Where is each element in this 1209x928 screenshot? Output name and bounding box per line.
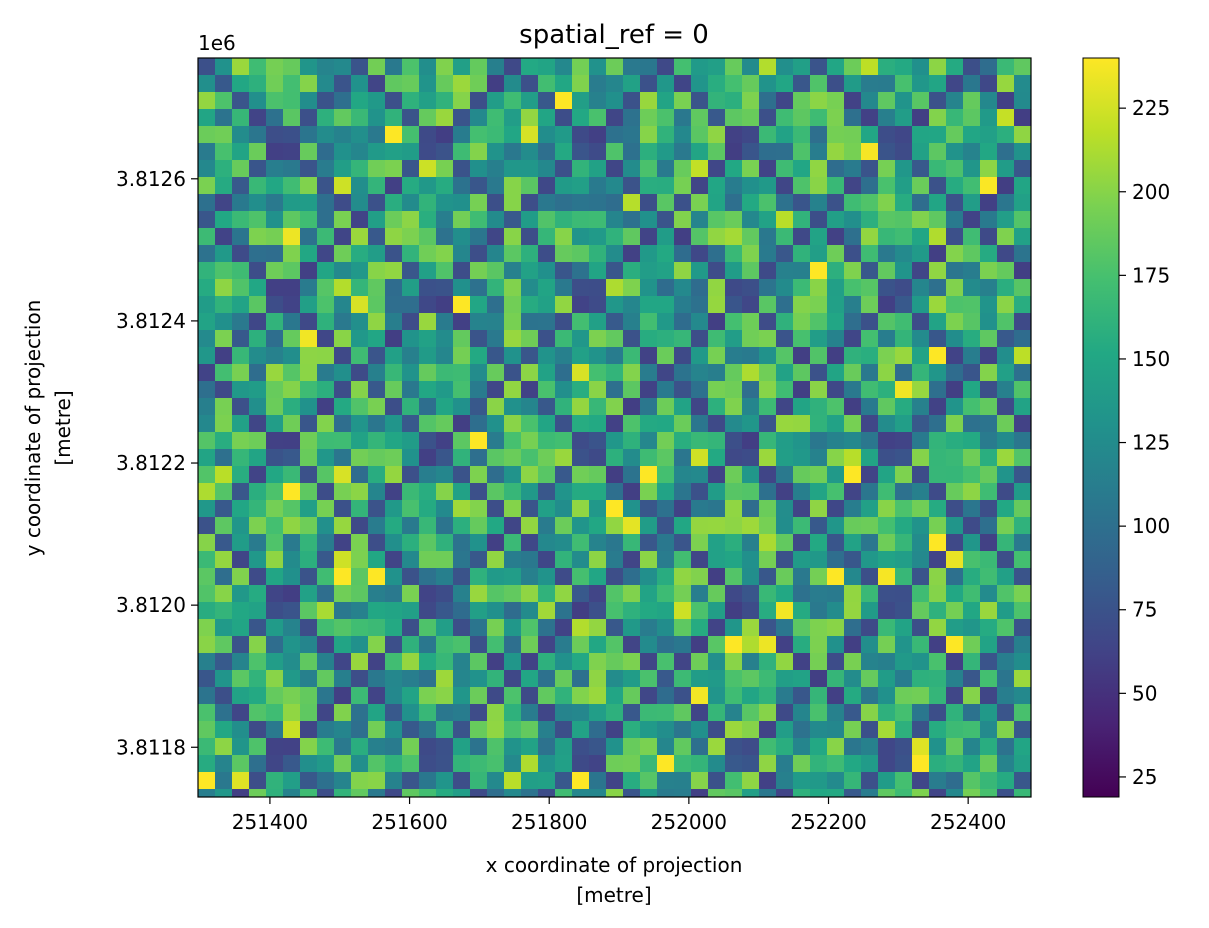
- colorbar-tick-label: 50: [1132, 681, 1157, 705]
- colorbar-tick-label: 200: [1132, 180, 1170, 204]
- chart-title: spatial_ref = 0: [519, 20, 709, 50]
- colorbar-tick-label: 225: [1132, 96, 1170, 120]
- x-axis: 251400 251600 251800 252000 252200 252400: [232, 797, 1006, 834]
- x-tick-label: 252200: [790, 810, 866, 834]
- x-tick-label: 251600: [371, 810, 447, 834]
- colorbar-tick-label: 150: [1132, 347, 1170, 371]
- y-axis-label: y coordinate of projection: [21, 300, 45, 557]
- y-tick-label: 3.8124: [116, 309, 186, 333]
- y-tick-label: 3.8122: [116, 451, 186, 475]
- x-tick-label: 252000: [651, 810, 727, 834]
- y-tick-label: 3.8126: [116, 167, 186, 191]
- x-tick-label: 251400: [232, 810, 308, 834]
- y-axis-offset-text: 1e6: [198, 31, 236, 55]
- x-tick-label: 251800: [511, 810, 587, 834]
- y-tick-label: 3.8120: [116, 593, 186, 617]
- colorbar-axis: 25 50 75 100 125 150 175 200 225: [1119, 96, 1170, 789]
- x-axis-label: x coordinate of projection: [486, 853, 743, 877]
- colorbar-tick-label: 100: [1132, 514, 1170, 538]
- colorbar-tick-label: 175: [1132, 263, 1170, 287]
- colorbar-tick-label: 125: [1132, 431, 1170, 455]
- y-axis: 3.8118 3.8120 3.8122 3.8124 3.8126: [116, 167, 198, 759]
- y-axis-unit-label: [metre]: [51, 390, 75, 465]
- colorbar-tick-label: 75: [1132, 598, 1157, 622]
- x-axis-unit-label: [metre]: [576, 883, 651, 907]
- plot-frame: [197, 57, 1032, 798]
- y-tick-label: 3.8118: [116, 735, 186, 759]
- colorbar-tick-label: 25: [1132, 765, 1157, 789]
- heatmap-image: [198, 58, 1031, 797]
- colorbar: [1082, 57, 1120, 798]
- x-tick-label: 252400: [930, 810, 1006, 834]
